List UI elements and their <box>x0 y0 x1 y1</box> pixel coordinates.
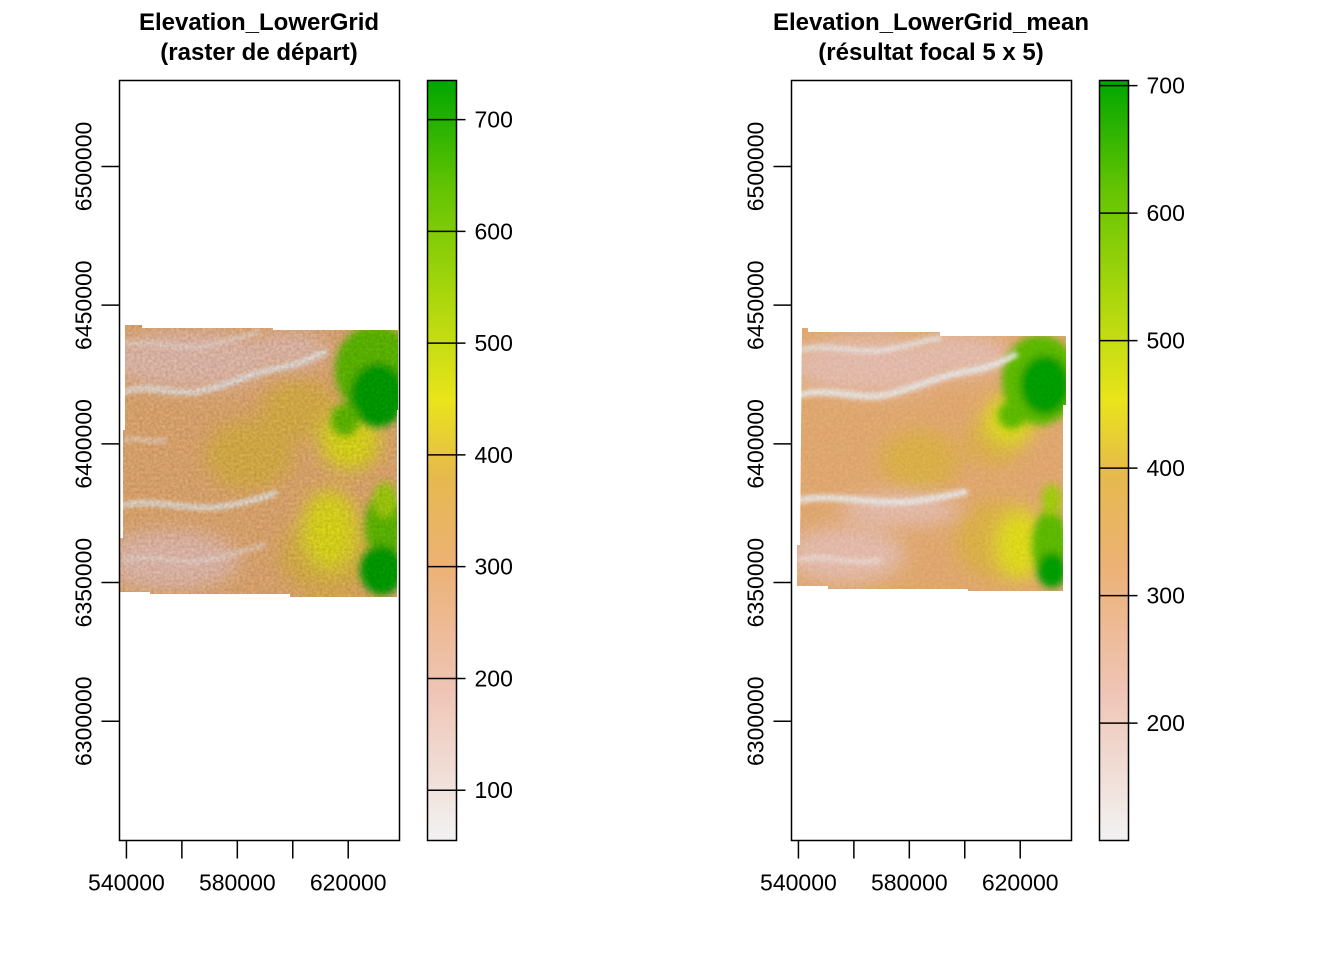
legend-tick-label: 500 <box>1147 328 1185 354</box>
right-subtitle: (résultat focal 5 x 5) <box>818 39 1043 66</box>
left-legend-ticks: 100 200 300 400 500 600 700 <box>427 107 513 803</box>
left-subtitle: (raster de départ) <box>160 39 357 66</box>
x-tick-label: 620000 <box>982 870 1059 896</box>
left-raster <box>119 325 398 597</box>
legend-tick-label: 200 <box>475 665 513 691</box>
x-tick-label: 580000 <box>871 870 948 896</box>
x-tick-label: 540000 <box>760 870 837 896</box>
legend-tick-label: 300 <box>475 554 513 580</box>
y-tick-label: 6400000 <box>71 399 97 489</box>
x-tick-label: 580000 <box>199 870 276 896</box>
right-raster <box>797 328 1066 591</box>
legend-tick-label: 400 <box>475 442 513 468</box>
left-axes: 540000 580000 620000 6300000 6350000 6400000 6… <box>71 122 387 896</box>
panel-left: Elevation_LowerGrid (raster de départ) <box>71 9 513 896</box>
x-tick-label: 540000 <box>88 870 165 896</box>
y-tick-label: 6350000 <box>71 538 97 628</box>
y-tick-label: 6350000 <box>743 538 769 628</box>
y-tick-label: 6300000 <box>743 676 769 766</box>
legend-tick-label: 700 <box>475 107 513 133</box>
legend-tick-label: 300 <box>1147 583 1185 609</box>
legend-tick-label: 500 <box>475 330 513 356</box>
legend-tick-label: 600 <box>475 218 513 244</box>
right-plot-frame <box>790 79 1073 842</box>
left-title: Elevation_LowerGrid <box>139 9 379 36</box>
right-title: Elevation_LowerGrid_mean <box>773 9 1089 36</box>
panel-right: Elevation_LowerGrid_mean (résultat focal… <box>743 9 1185 896</box>
left-legend-bar <box>426 79 458 842</box>
x-tick-label: 620000 <box>310 870 387 896</box>
y-tick-label: 6500000 <box>743 122 769 212</box>
y-tick-label: 6400000 <box>743 399 769 489</box>
y-tick-label: 6300000 <box>71 676 97 766</box>
left-plot-frame <box>118 79 401 842</box>
legend-tick-label: 700 <box>1147 73 1185 99</box>
right-axes: 540000 580000 620000 6300000 6350000 6400000 6… <box>743 122 1059 896</box>
y-tick-label: 6450000 <box>71 260 97 350</box>
right-legend-bar <box>1098 79 1130 842</box>
legend-tick-label: 400 <box>1147 455 1185 481</box>
right-legend-ticks: 200 300 400 500 600 700 <box>1099 73 1185 736</box>
y-tick-label: 6450000 <box>743 260 769 350</box>
legend-tick-label: 600 <box>1147 200 1185 226</box>
legend-tick-label: 100 <box>475 777 513 803</box>
legend-tick-label: 200 <box>1147 710 1185 736</box>
y-tick-label: 6500000 <box>71 122 97 212</box>
